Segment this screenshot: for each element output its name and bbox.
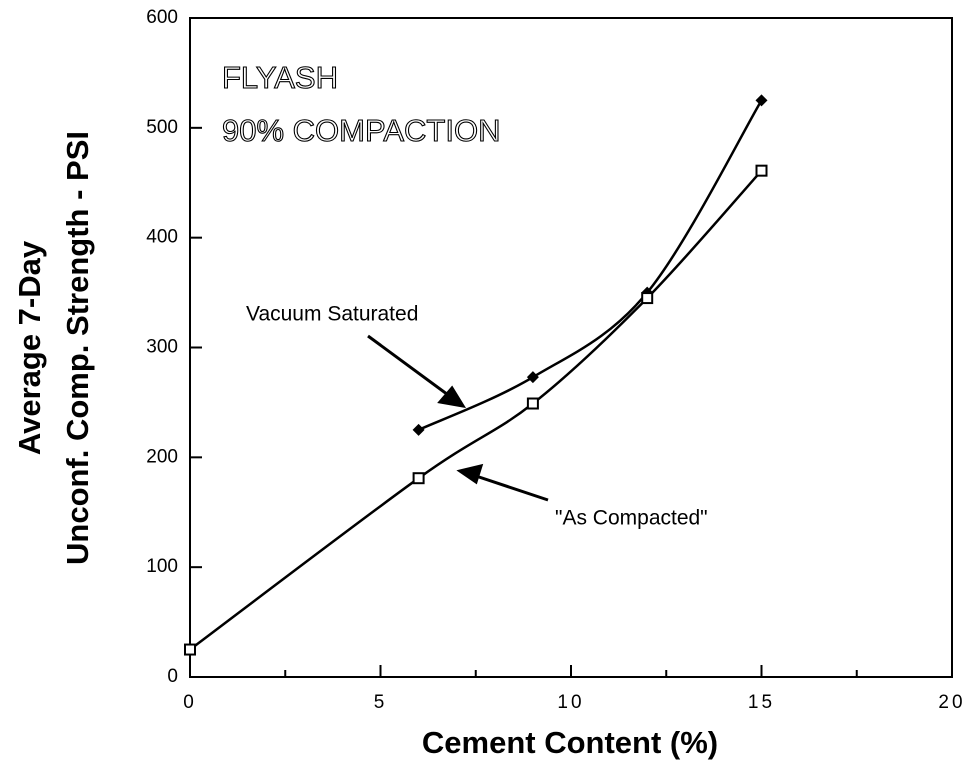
- arrow: [367, 334, 549, 502]
- x-tick-label: 5: [374, 692, 388, 713]
- series-line: [418, 99, 763, 432]
- annotation: Vacuum Saturated: [246, 303, 418, 326]
- y-axis-title: Unconf. Comp. Strength - PSI: [60, 131, 95, 565]
- y-tick-label: 300: [146, 337, 178, 358]
- y-axis-title: Average 7-Day: [12, 240, 47, 455]
- marker: [755, 164, 768, 177]
- annotation: FLYASH: [222, 60, 338, 95]
- annotation: 90% COMPACTION: [222, 113, 500, 148]
- marker: [526, 371, 539, 384]
- y-tick-label: 600: [146, 7, 178, 28]
- y-tick-label: 500: [146, 117, 178, 138]
- y-tick-label: 200: [146, 446, 178, 467]
- marker: [526, 397, 539, 410]
- y-tick-label: 100: [146, 556, 178, 577]
- marker: [412, 423, 425, 436]
- x-tick-label: 10: [557, 692, 584, 713]
- y-tick-label: 0: [167, 666, 178, 687]
- marker: [412, 472, 425, 485]
- marker: [184, 643, 196, 656]
- marker: [641, 292, 654, 305]
- y-tick-label: 400: [146, 227, 178, 248]
- x-tick-label: 0: [183, 692, 197, 713]
- series-line: [189, 169, 763, 651]
- x-axis-title: Cement Content (%): [422, 725, 718, 760]
- marker: [755, 94, 768, 107]
- x-tick-label: 15: [748, 692, 775, 713]
- x-tick-label: 20: [938, 692, 965, 713]
- annotation: "As Compacted": [555, 507, 708, 530]
